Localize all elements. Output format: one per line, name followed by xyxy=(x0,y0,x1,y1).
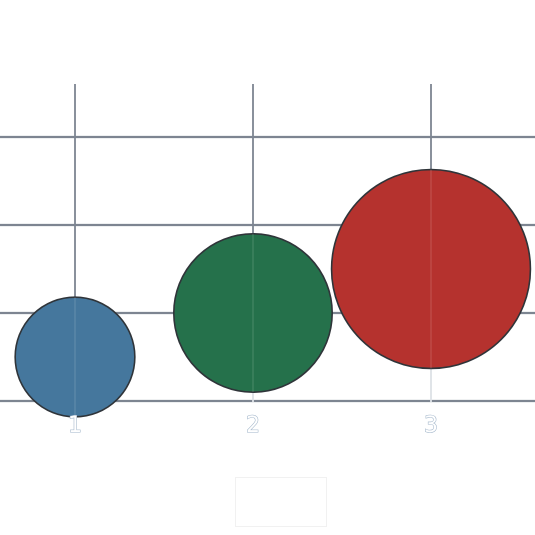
x-tick-label-2: 2 xyxy=(246,413,260,438)
legend-box xyxy=(235,477,327,527)
bubble-1 xyxy=(14,296,136,418)
bubble-3 xyxy=(330,168,532,370)
bubble-2 xyxy=(173,233,333,393)
bubble-series xyxy=(14,168,532,418)
x-tick-label-3: 3 xyxy=(424,413,438,438)
x-axis-tick-labels: 1 2 3 xyxy=(67,412,438,438)
x-tick-label-1: 1 xyxy=(68,413,82,438)
